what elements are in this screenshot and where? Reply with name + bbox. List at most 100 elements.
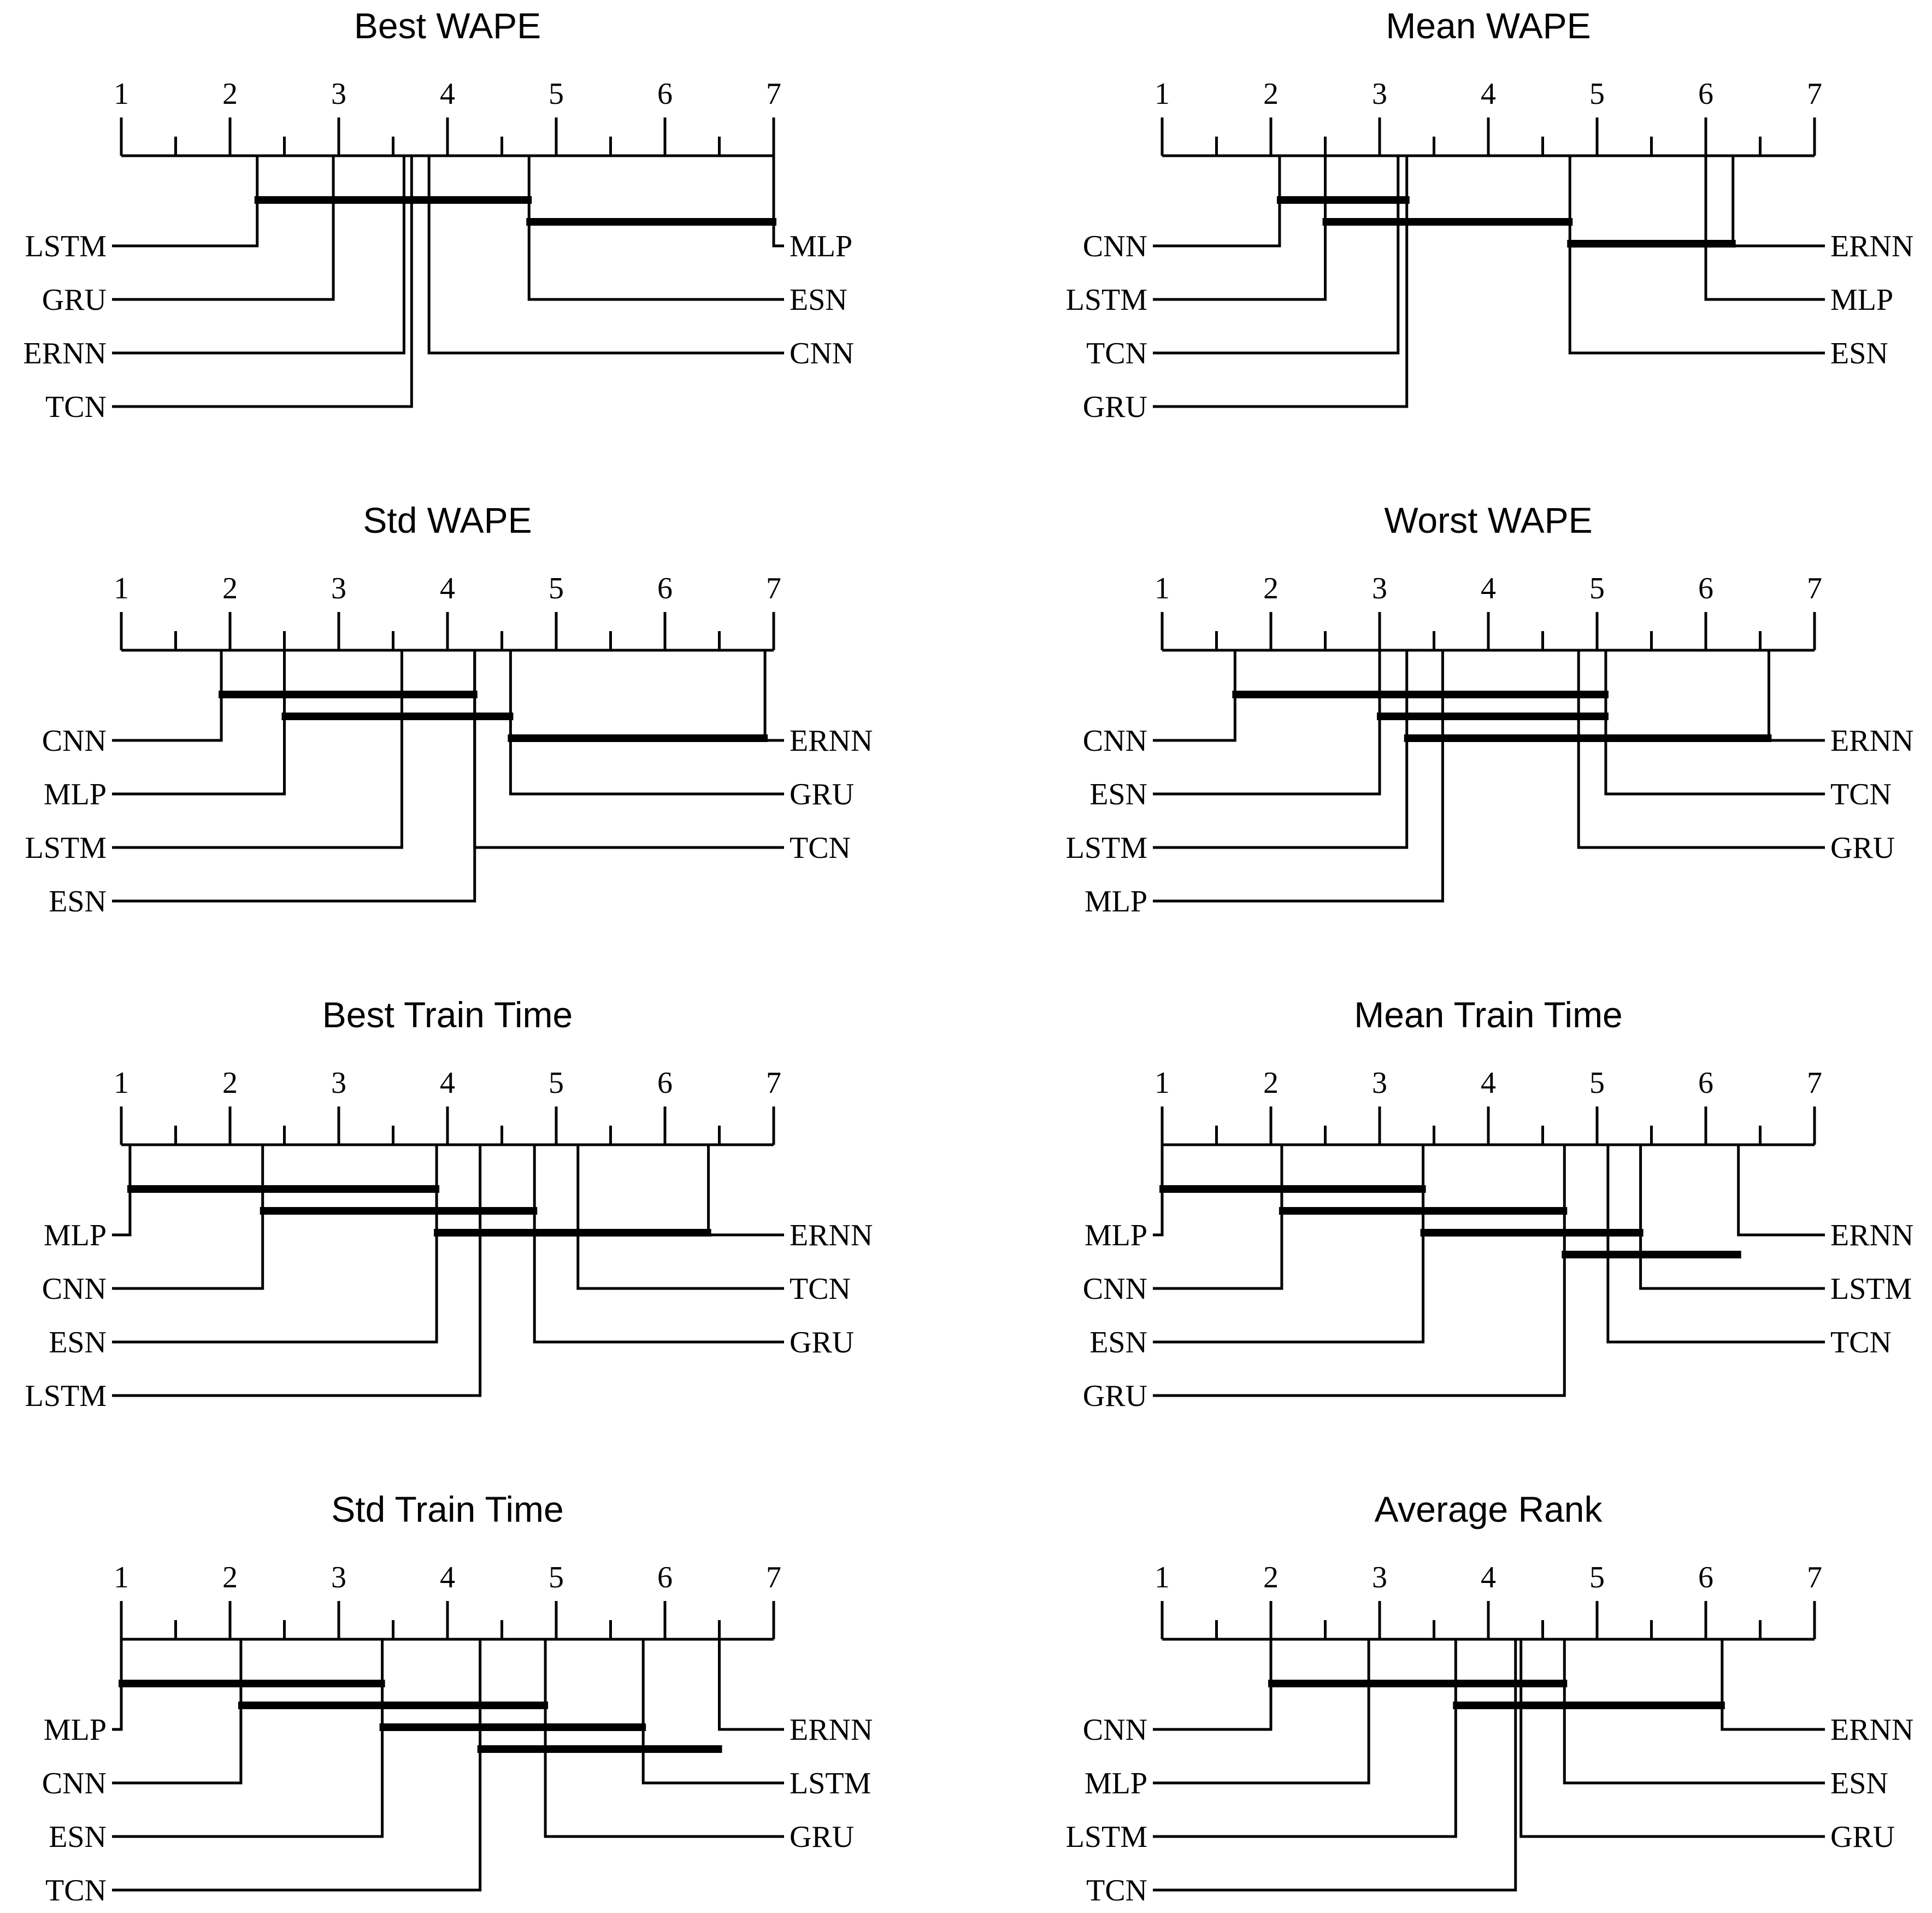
model-label: GRU [1830,831,1895,865]
model-leader-line [1153,1639,1273,1731]
model-leader-line [1153,1145,1283,1290]
tick-label: 3 [331,1561,346,1594]
model-leader-line [1563,1639,1825,1785]
model-leader-line [533,1145,784,1344]
model-label: TCN [790,1272,851,1306]
model-leader-line [576,1145,784,1290]
tick-label: 4 [1481,77,1496,111]
model-leader-line [112,1145,264,1290]
model-leader-line [112,156,405,355]
tick-label: 7 [1807,1066,1822,1100]
model-leader-line [112,1639,243,1785]
model-leader-line [1153,1145,1164,1237]
model-label: MLP [44,1219,107,1252]
tick-label: 1 [1155,77,1170,111]
tick-label: 1 [1155,572,1170,605]
model-leader-line [1153,156,1409,408]
model-label: TCN [1086,1874,1147,1908]
model-label: ERNN [1830,724,1913,758]
model-label: MLP [44,1713,107,1747]
tick-label: 2 [222,1066,238,1100]
model-label: ERNN [23,337,107,370]
tick-label: 5 [1589,1066,1605,1100]
model-label: MLP [1085,885,1147,919]
tick-label: 3 [1372,572,1387,605]
tick-label: 4 [440,1561,455,1594]
cd-panel: Worst WAPE 1 2 3 4 5 6 7 CNN ESN LSTM MLP ERNN TCN GRU [1066,500,1914,919]
model-leader-line [112,1145,482,1397]
model-label: ERNN [1830,229,1913,263]
tick-label: 5 [549,1066,564,1100]
model-leader-line [1153,1145,1566,1397]
model-leader-line [1153,650,1236,742]
model-leader-line [112,650,403,849]
model-label: LSTM [1830,1272,1912,1306]
tick-label: 5 [1589,1561,1605,1594]
model-leader-line [1568,156,1825,355]
tick-label: 1 [1155,1066,1170,1100]
tick-label: 1 [1155,1561,1170,1594]
cd-panel: Average Rank 1 2 3 4 5 6 7 CNN MLP LSTM TCN ERNN ESN G… [1066,1489,1914,1908]
panel-title: Best Train Time [322,994,573,1035]
tick-label: 1 [114,572,129,605]
panel-title: Mean WAPE [1386,5,1591,46]
model-leader-line [112,156,335,301]
model-label: TCN [45,1874,107,1908]
tick-label: 2 [222,77,238,111]
tick-label: 6 [657,572,673,605]
model-leader-line [1153,156,1400,355]
model-leader-line [1731,156,1825,248]
tick-label: 3 [1372,1561,1387,1594]
cd-panel: Std WAPE 1 2 3 4 5 6 7 CNN MLP LSTM ESN ERNN GRU TCN [25,500,873,919]
model-label: ERNN [790,724,873,758]
model-label: TCN [1086,337,1147,370]
model-label: GRU [790,1326,854,1359]
tick-label: 7 [766,77,781,111]
model-label: CNN [1083,1713,1147,1747]
model-leader-line [1604,650,1825,796]
model-label: MLP [1085,1767,1147,1800]
model-label: ESN [1089,1326,1147,1359]
model-leader-line [112,156,413,408]
cd-panel: Best WAPE 1 2 3 4 5 6 7 LSTM GRU ERNN TCN MLP ESN CNN [23,5,855,424]
panel-title: Average Rank [1374,1489,1603,1529]
model-label: ERNN [1830,1219,1913,1252]
model-label: LSTM [1066,283,1147,317]
tick-label: 1 [114,77,129,111]
model-label: ESN [790,283,847,317]
model-label: CNN [1083,1272,1147,1306]
tick-label: 7 [766,1066,781,1100]
tick-label: 3 [331,77,346,111]
tick-label: 6 [1698,1561,1713,1594]
model-leader-line [427,156,784,355]
model-label: ESN [1830,1767,1888,1800]
tick-label: 2 [1263,77,1279,111]
model-leader-line [763,650,784,742]
model-label: GRU [1830,1820,1895,1854]
model-label: MLP [1830,283,1893,317]
cd-panel: Mean Train Time 1 2 3 4 5 6 7 MLP CNN ESN GRU ERNN LS… [1083,994,1914,1413]
tick-label: 7 [1807,77,1822,111]
model-label: GRU [790,778,854,811]
model-leader-line [1704,156,1825,301]
tick-label: 5 [1589,572,1605,605]
tick-label: 3 [331,572,346,605]
model-label: CNN [42,1767,107,1800]
tick-label: 7 [766,1561,781,1594]
model-leader-line [772,156,784,248]
model-leader-line [1153,156,1327,301]
model-leader-line [112,1639,384,1838]
model-label: LSTM [25,1379,107,1413]
model-label: GRU [790,1820,854,1854]
model-label: ESN [49,885,107,919]
tick-label: 1 [114,1066,129,1100]
tick-label: 5 [1589,77,1605,111]
model-label: ERNN [1830,1713,1913,1747]
tick-label: 4 [1481,572,1496,605]
panel-title: Best WAPE [354,5,541,46]
tick-label: 7 [1807,572,1822,605]
model-label: CNN [790,337,854,370]
model-leader-line [112,1145,438,1344]
tick-label: 6 [1698,572,1713,605]
